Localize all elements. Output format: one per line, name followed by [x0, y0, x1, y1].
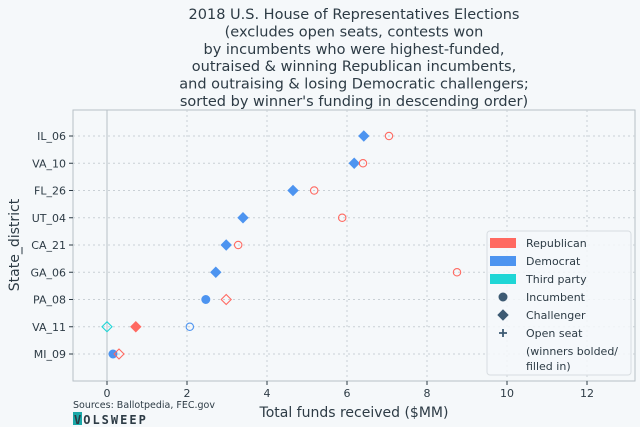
legend-label: Republican — [526, 237, 587, 250]
data-point — [452, 267, 462, 277]
legend-label: (winners bolded/ — [526, 345, 618, 358]
data-point — [358, 159, 368, 168]
legend-label: Democrat — [526, 255, 581, 268]
data-point — [220, 239, 232, 251]
brand-logo-mark — [73, 412, 82, 425]
legend-label: Challenger — [526, 309, 586, 322]
y-tick-label: GA_06 — [30, 266, 66, 279]
legend-swatch — [490, 274, 516, 284]
data-point — [309, 186, 319, 195]
y-tick-label: FL_26 — [34, 185, 66, 198]
legend-marker — [497, 309, 509, 321]
legend-marker — [498, 292, 508, 302]
y-tick-label: VA_11 — [32, 321, 66, 334]
data-points — [101, 130, 462, 360]
legend-marker — [499, 329, 507, 337]
chart-title-line: by incumbents who were highest-funded, — [204, 42, 505, 58]
legend-label: filled in) — [526, 360, 571, 373]
y-tick-label: UT_04 — [32, 212, 66, 225]
brand-name: VOLSWEEP — [74, 413, 148, 427]
y-axis-label: State_district — [7, 198, 23, 291]
x-tick-label: 10 — [500, 387, 514, 400]
legend-label: Open seat — [526, 327, 583, 340]
x-tick-label: 12 — [580, 387, 594, 400]
legend-swatch — [490, 256, 516, 266]
chart-title-line: and outraising & losing Democratic chall… — [179, 77, 528, 93]
data-point — [210, 266, 222, 278]
plot-area: 0 2 4 6 8 10 12 IL_06 VA_10 FL_26 UT_04 CA_21 GA_06… — [30, 109, 636, 400]
y-tick-label: MI_09 — [34, 348, 66, 361]
data-point — [348, 157, 360, 169]
data-point — [201, 295, 211, 304]
brand-logo: VOLSWEEP — [73, 412, 148, 427]
data-point — [185, 322, 195, 331]
data-point — [101, 320, 113, 333]
x-tick-label: 8 — [424, 387, 431, 400]
y-tick-label: PA_08 — [33, 294, 66, 307]
chart-title-line: sorted by winner's funding in descending… — [180, 94, 528, 110]
x-tick-label: 0 — [104, 387, 111, 400]
x-tick-label: 2 — [184, 387, 191, 400]
legend-label: Incumbent — [526, 291, 586, 304]
legend-box — [486, 230, 632, 376]
legend: Republican Democrat Third party Incumbent Ch… — [486, 230, 632, 376]
y-tick-label: VA_10 — [32, 157, 66, 170]
chart-title-line: 2018 U.S. House of Representatives Elect… — [189, 7, 520, 23]
y-tick-label: IL_06 — [37, 130, 66, 143]
data-point — [233, 240, 243, 250]
data-point — [337, 213, 347, 223]
chart-title: 2018 U.S. House of Representatives Elect… — [179, 7, 528, 110]
y-axis-ticks: IL_06 VA_10 FL_26 UT_04 CA_21 GA_06 PA_08 VA_11… — [30, 130, 73, 361]
chart-title-line: outraised & winning Republican incumbent… — [192, 59, 516, 75]
data-point — [220, 293, 232, 306]
data-point — [130, 321, 142, 333]
chart-title-line: (excludes open seats, contests won — [225, 24, 484, 40]
source-note: Sources: Ballotpedia, FEC.gov — [73, 400, 215, 411]
x-tick-label: 4 — [264, 387, 271, 400]
data-point — [108, 349, 118, 359]
data-point — [384, 131, 394, 141]
x-tick-label: 6 — [344, 387, 351, 400]
legend-swatch — [490, 238, 516, 248]
data-point — [237, 212, 249, 224]
x-axis-label: Total funds received ($MM) — [259, 405, 449, 421]
data-point — [358, 130, 370, 142]
data-point — [113, 348, 125, 360]
data-point — [287, 184, 299, 197]
x-axis-ticks: 0 2 4 6 8 10 12 — [104, 381, 594, 400]
legend-label: Third party — [525, 273, 587, 286]
y-tick-label: CA_21 — [31, 239, 66, 252]
